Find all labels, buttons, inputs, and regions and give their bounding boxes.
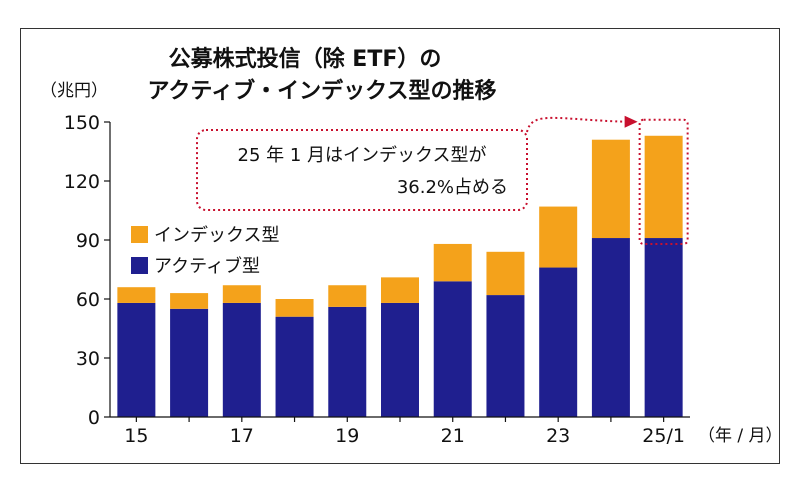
bar-index-20 [381,277,419,303]
legend-label-active: アクティブ型 [154,255,260,277]
x-tick-label: 15 [124,425,148,447]
x-tick-label: 23 [546,425,570,447]
bar-index-17 [222,285,261,303]
y-tick-label: 60 [76,289,100,311]
bar-active-19 [328,306,367,417]
y-tick-label: 150 [64,112,100,134]
chart-title-line-2: アクティブ・インデックス型の推移 [148,78,497,104]
annotation-box [196,129,528,211]
x-tick-label: 25/1 [642,425,685,447]
y-tick-label: 120 [64,171,100,193]
bar-active-16 [170,308,209,417]
bar-active-23 [539,267,578,417]
y-ticks: 0 30 60 90 120 150 [64,112,110,429]
bar-index-21 [433,243,472,282]
x-tick-label: 21 [441,425,465,447]
bar-active-25-1 [644,238,683,417]
annotation-arrowhead [624,115,638,128]
legend-label-index: インデックス型 [154,225,279,246]
annotation-line-1: 25 年 1 月はインデックス型が [238,145,487,166]
chart-title-line-1: 公募株式投信（除 ETF）の [169,46,442,72]
y-tick-label: 90 [76,230,100,252]
x-tick-label: 17 [230,425,254,447]
legend-swatch-active [131,257,148,274]
bar-active-20 [381,302,419,417]
y-axis-unit-label: （兆円） [40,81,108,101]
x-tick-label: 19 [335,425,359,447]
bar-active-21 [433,281,472,417]
annotation-arrow [526,116,628,133]
x-axis-unit-label: （年 / 月） [698,426,783,446]
bar-active-17 [222,302,261,417]
legend-swatch-index [131,226,148,243]
bar-index-25-1 [644,135,683,239]
bar-index-18 [275,299,314,317]
bar-active-22 [486,295,525,417]
bar-active-18 [275,316,314,417]
y-tick-label: 0 [88,407,100,429]
bar-index-24 [591,139,630,239]
annotation-line-2: 36.2%占める [397,177,508,198]
highlight-box [638,118,689,246]
bar-index-19 [328,285,367,307]
bar-index-23 [539,206,578,268]
annotation: 25 年 1 月はインデックス型が 36.2%占める [196,115,689,246]
legend: インデックス型 アクティブ型 [131,225,279,277]
bar-index-16 [170,293,209,309]
y-tick-label: 30 [76,348,100,370]
x-ticks: 15 17 19 21 23 25/1 [124,417,685,447]
bar-index-22 [486,251,525,296]
bar-active-24 [591,238,630,417]
bars-layer [117,135,683,417]
bar-active-15 [117,302,156,417]
bar-index-15 [117,287,156,303]
